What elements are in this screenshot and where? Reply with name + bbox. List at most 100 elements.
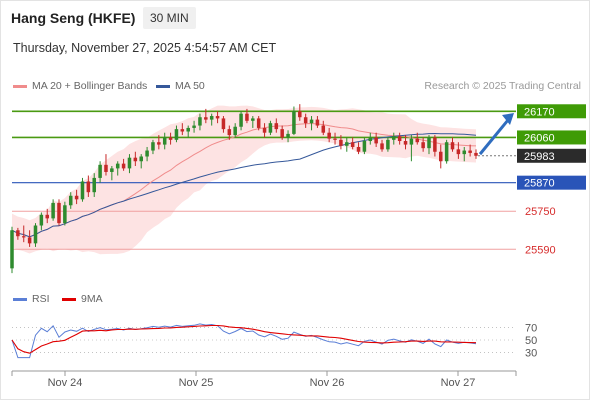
candle-body xyxy=(239,113,243,127)
candle-body xyxy=(63,205,67,224)
candle xyxy=(433,135,437,157)
rsi-tick-30: 30 xyxy=(525,348,537,360)
level-badge-26060 xyxy=(517,130,586,145)
candle xyxy=(345,137,349,152)
candle xyxy=(104,154,108,176)
rsi-tick-50: 50 xyxy=(525,335,537,347)
candle-body xyxy=(57,202,61,224)
candle-body xyxy=(415,138,420,143)
candle-body xyxy=(92,177,96,193)
candle-body xyxy=(374,137,378,144)
candle xyxy=(68,192,73,209)
candle xyxy=(92,173,96,197)
candle-body xyxy=(309,119,314,124)
candle xyxy=(292,106,296,136)
candle-body xyxy=(209,116,214,120)
candle xyxy=(10,226,14,274)
candle-body xyxy=(180,129,185,132)
candle-body xyxy=(204,117,208,120)
candle-body xyxy=(221,118,226,130)
candle-body xyxy=(186,127,190,132)
legend-ma50-label: MA 50 xyxy=(175,80,205,92)
candle xyxy=(380,139,384,152)
level-badge-25870 xyxy=(517,175,586,190)
candle xyxy=(63,201,67,226)
ma20-swatch-icon xyxy=(13,84,27,88)
level-label-25750: 25750 xyxy=(525,206,556,218)
candle xyxy=(262,123,267,138)
candle xyxy=(80,177,85,202)
candle xyxy=(45,208,50,224)
candle-body xyxy=(468,150,472,153)
candle xyxy=(298,104,302,121)
candle xyxy=(438,144,443,169)
candle xyxy=(204,108,208,124)
candle-body xyxy=(356,146,361,152)
candle-body xyxy=(421,142,425,149)
moving-averages xyxy=(11,122,477,238)
candle-body xyxy=(444,142,449,162)
candle xyxy=(33,223,38,247)
candle-body xyxy=(380,143,384,150)
instrument-title: Hang Seng (HKFE) xyxy=(11,10,136,26)
candle-body xyxy=(198,117,202,126)
candle xyxy=(450,137,455,152)
candle-body xyxy=(145,150,149,157)
candle-body xyxy=(98,164,102,178)
candle-body xyxy=(133,157,138,162)
candle xyxy=(456,142,461,159)
candle-body xyxy=(68,195,73,206)
candle xyxy=(233,123,237,138)
candle-body xyxy=(268,123,273,133)
candle-body xyxy=(168,137,173,140)
candle xyxy=(368,132,373,145)
candle-body xyxy=(51,202,55,219)
candle xyxy=(157,135,161,150)
forecast-arrow-shaft xyxy=(478,119,510,156)
level-label-25590: 25590 xyxy=(525,244,556,256)
candle xyxy=(444,139,449,164)
candle-body xyxy=(121,163,126,169)
candle-body xyxy=(127,157,132,169)
candle xyxy=(174,125,179,143)
candle-body xyxy=(280,129,284,138)
candle xyxy=(98,161,102,183)
candle xyxy=(474,149,478,159)
candle xyxy=(51,199,55,221)
forecast-arrow-icon xyxy=(478,113,514,156)
candle xyxy=(227,125,232,140)
candle xyxy=(350,137,355,150)
candle xyxy=(256,116,261,131)
candle xyxy=(151,139,155,155)
candle xyxy=(115,161,120,176)
candle xyxy=(333,132,337,145)
candle-body xyxy=(33,225,38,244)
candle-body xyxy=(397,136,402,142)
candle-body xyxy=(157,142,161,145)
candle xyxy=(315,116,320,128)
candle xyxy=(74,189,79,205)
candle-body xyxy=(368,137,373,142)
candle-body xyxy=(303,117,308,124)
candle-body xyxy=(86,181,91,193)
candle-body xyxy=(45,214,50,219)
candle-body xyxy=(192,125,196,128)
candles xyxy=(10,104,478,274)
candle-body xyxy=(110,168,114,172)
candle xyxy=(121,158,126,171)
legend-ma9-label: 9MA xyxy=(81,293,103,305)
timeframe-button[interactable]: 30 MIN xyxy=(143,7,196,29)
candle xyxy=(110,166,114,181)
candle xyxy=(386,137,390,152)
candle-body xyxy=(10,230,14,269)
candle-body xyxy=(21,236,26,238)
candle xyxy=(145,146,149,162)
x-tick-label: Nov 25 xyxy=(179,377,214,389)
candle xyxy=(27,230,32,247)
candle-body xyxy=(151,142,155,151)
x-axis: Nov 24 Nov 25 Nov 26 Nov 27 xyxy=(11,370,517,389)
candle xyxy=(186,125,190,138)
legend-ma20-label: MA 20 + Bollinger Bands xyxy=(32,80,148,92)
candle-body xyxy=(227,129,232,136)
